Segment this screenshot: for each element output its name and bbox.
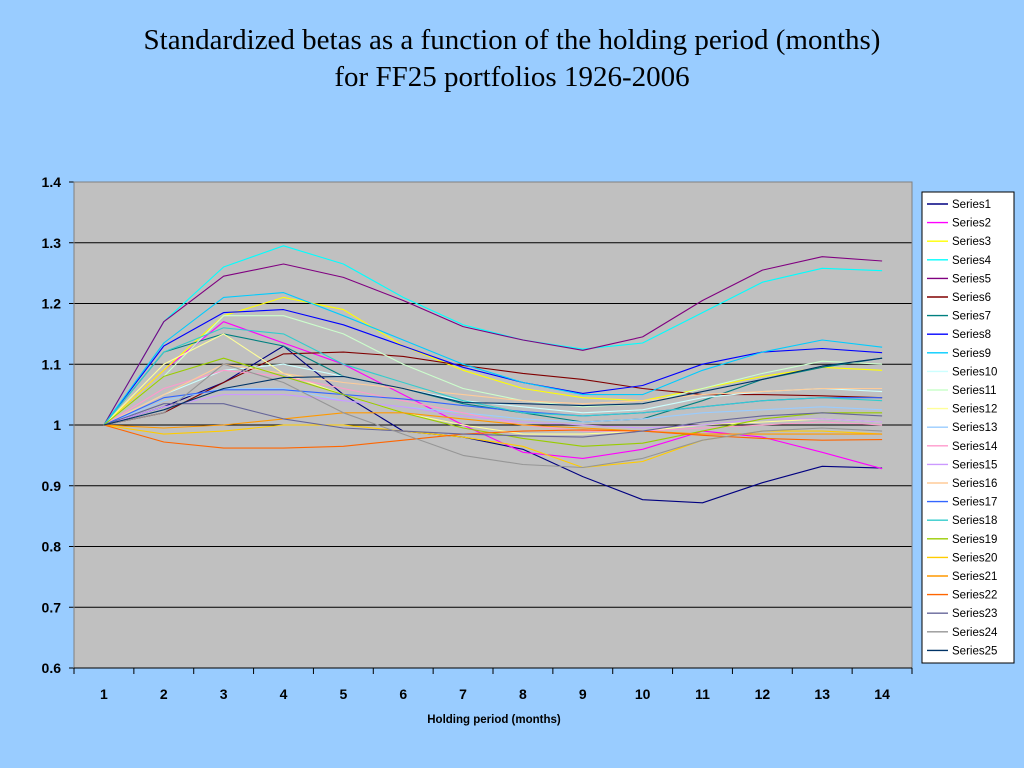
legend-label: Series12: [952, 404, 997, 416]
series-line-series5: [103, 256, 883, 426]
x-tick-label: 8: [519, 686, 527, 702]
x-axis-label: Holding period (months): [427, 714, 561, 726]
y-tick-label: 0.6: [42, 660, 62, 676]
legend: Series1 Series2 Series3 Series4 Series5 Serie…: [921, 191, 1015, 664]
series-line-series19: [103, 357, 883, 447]
legend-label: Series7: [952, 311, 991, 323]
axes: 0.60.70.80.911.11.21.31.41 2 3 4 5 6 7 8 9 10 11 12…: [42, 174, 913, 702]
series-line-series12: [103, 333, 883, 435]
legend-label: Series23: [952, 608, 997, 620]
x-tick-label: 14: [874, 686, 890, 702]
series-line-series8: [103, 309, 883, 426]
series-line-series6: [103, 351, 883, 426]
legend-label: Series11: [952, 385, 997, 397]
series-line-series16: [103, 363, 883, 426]
x-tick-label: 5: [339, 686, 347, 702]
series-line-series1: [103, 345, 883, 504]
x-tick-label: 6: [399, 686, 407, 702]
series-line-series9: [103, 292, 883, 426]
legend-label: Series2: [952, 218, 991, 230]
series-line-series24: [103, 363, 883, 469]
x-tick-label: 7: [459, 686, 467, 702]
legend-label: Series25: [952, 645, 997, 657]
x-tick-label: 12: [755, 686, 771, 702]
y-tick-label: 1.4: [42, 174, 62, 190]
legend-label: Series20: [952, 552, 997, 564]
y-tick-label: 0.7: [42, 599, 62, 615]
series-line-series18: [103, 327, 883, 426]
legend-label: Series15: [952, 459, 997, 471]
x-tick-label: 9: [579, 686, 587, 702]
y-tick-label: 1.2: [42, 296, 62, 312]
series-lines: [103, 245, 883, 504]
title-line-1: Standardized betas as a function of the …: [143, 24, 881, 56]
legend-label: Series4: [952, 255, 992, 267]
series-line-series4: [103, 245, 883, 426]
x-tick-label: 2: [160, 686, 168, 702]
legend-label: Series1: [952, 199, 991, 211]
legend-label: Series5: [952, 273, 991, 285]
title-line-2: for FF25 portfolios 1926-2006: [334, 61, 690, 93]
x-tick-label: 11: [695, 686, 710, 702]
legend-label: Series18: [952, 515, 997, 527]
legend-label: Series13: [952, 422, 997, 434]
legend-label: Series17: [952, 497, 997, 509]
legend-label: Series10: [952, 366, 997, 378]
series-line-series22: [103, 424, 883, 449]
legend-label: Series16: [952, 478, 997, 490]
series-line-series23: [103, 403, 883, 438]
x-tick-label: 4: [280, 686, 288, 702]
legend-label: Series19: [952, 534, 997, 546]
slide-title: Standardized betas as a function of the …: [0, 22, 1024, 96]
plot-area: [74, 181, 912, 669]
series-line-series11: [103, 315, 883, 426]
y-tick-label: 0.8: [42, 539, 62, 555]
legend-label: Series21: [952, 571, 997, 583]
series-line-series21: [103, 412, 883, 435]
y-tick-label: 1: [53, 417, 61, 433]
series-line-series2: [103, 321, 883, 470]
x-tick-label: 1: [100, 686, 108, 702]
legend-label: Series9: [952, 348, 991, 360]
x-tick-label: 3: [220, 686, 228, 702]
legend-label: Series3: [952, 236, 991, 248]
y-tick-label: 1.1: [42, 356, 62, 372]
y-tick-label: 0.9: [42, 478, 62, 494]
legend-label: Series22: [952, 590, 997, 602]
legend-label: Series8: [952, 329, 991, 341]
series-line-series13: [103, 387, 883, 426]
legend-label: Series14: [952, 441, 998, 453]
series-line-series25: [103, 357, 883, 426]
y-tick-label: 1.3: [42, 235, 62, 251]
legend-label: Series6: [952, 292, 991, 304]
legend-label: Series24: [952, 627, 998, 639]
x-tick-label: 13: [814, 686, 830, 702]
series-line-series15: [103, 394, 883, 429]
x-tick-label: 10: [635, 686, 651, 702]
